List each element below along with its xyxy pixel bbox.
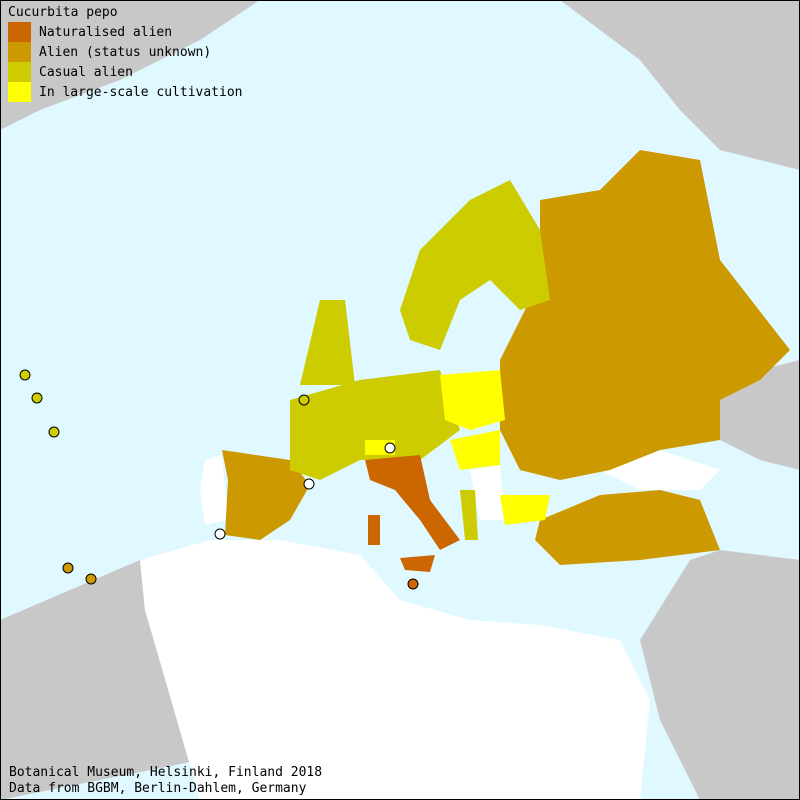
region-france-germany — [290, 370, 460, 480]
legend-swatch — [8, 62, 31, 82]
region-balkans-casual — [460, 490, 478, 540]
region-hungary-romania — [450, 430, 500, 470]
dot-casual — [298, 394, 310, 406]
portugal — [200, 455, 228, 525]
region-bulgaria — [500, 495, 550, 525]
dot-alien — [85, 573, 97, 585]
dot-no-data — [214, 528, 226, 540]
legend-label: In large-scale cultivation — [39, 84, 243, 100]
balkans-white — [470, 465, 505, 520]
legend-item-cultivation: In large-scale cultivation — [8, 82, 243, 102]
region-italy — [365, 455, 460, 550]
credit-line: Data from BGBM, Berlin-Dahlem, Germany — [9, 781, 307, 796]
legend-item-alien: Alien (status unknown) — [8, 42, 243, 62]
map-title: Cucurbita pepo — [8, 5, 118, 20]
region-britain — [300, 300, 355, 385]
legend-swatch — [8, 82, 31, 102]
greenland-land — [0, 0, 260, 130]
credit-line: Botanical Museum, Helsinki, Finland 2018 — [9, 765, 323, 780]
legend-label: Naturalised alien — [39, 24, 173, 40]
dot-casual — [48, 426, 60, 438]
legend-label: Casual alien — [39, 64, 133, 80]
legend-label: Alien (status unknown) — [39, 44, 212, 60]
region-scandinavia — [400, 180, 550, 350]
region-sardinia — [368, 515, 380, 545]
region-turkey — [535, 490, 720, 565]
africa-outside — [0, 560, 200, 800]
legend-swatch — [8, 22, 31, 42]
region-spain — [222, 450, 310, 540]
region-sicily — [400, 555, 435, 572]
middle-east-outside — [640, 550, 800, 800]
dot-no-data — [303, 478, 315, 490]
dot-casual — [31, 392, 43, 404]
dot-alien — [62, 562, 74, 574]
dot-no-data — [384, 442, 396, 454]
legend: Cucurbita pepo Naturalised alien Alien (… — [8, 4, 243, 102]
legend-item-naturalised: Naturalised alien — [8, 22, 243, 42]
legend-swatch — [8, 42, 31, 62]
dot-naturalised — [407, 578, 419, 590]
arctic-islands — [560, 0, 800, 170]
legend-item-casual: Casual alien — [8, 62, 243, 82]
record-dots — [19, 369, 419, 590]
north-africa — [140, 540, 650, 800]
dot-casual — [19, 369, 31, 381]
credits: Botanical Museum, Helsinki, Finland 2018… — [9, 765, 322, 797]
region-poland — [440, 370, 505, 430]
region-eastern-europe — [500, 150, 790, 480]
